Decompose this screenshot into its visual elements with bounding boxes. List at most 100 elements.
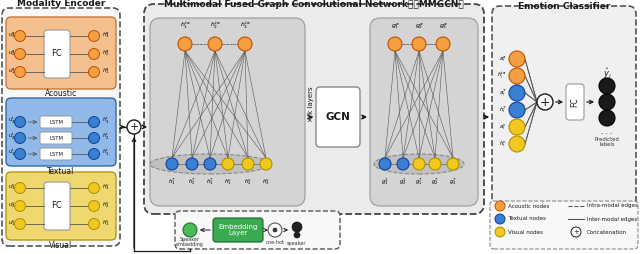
Text: Textual nodes: Textual nodes — [508, 216, 546, 221]
Circle shape — [436, 37, 450, 51]
Circle shape — [495, 201, 505, 211]
Text: $h_2^a$: $h_2^a$ — [102, 48, 110, 58]
Circle shape — [509, 136, 525, 152]
Text: $u_3^v$: $u_3^v$ — [8, 182, 16, 192]
Text: Embedding
Layer: Embedding Layer — [218, 224, 258, 236]
Text: $u_1^v$: $u_1^v$ — [8, 218, 16, 228]
Circle shape — [397, 158, 409, 170]
Circle shape — [599, 110, 615, 126]
Text: Predicted
labels: Predicted labels — [595, 137, 620, 147]
Circle shape — [412, 37, 426, 51]
FancyBboxPatch shape — [150, 18, 305, 206]
Text: $h_1^a$: $h_1^a$ — [102, 66, 110, 76]
Ellipse shape — [150, 154, 270, 174]
Text: $a_i^v$: $a_i^v$ — [499, 122, 507, 132]
Text: Visual: Visual — [49, 241, 72, 249]
Text: Acoustic: Acoustic — [45, 89, 77, 99]
Text: $h_3^a$: $h_3^a$ — [102, 30, 110, 40]
Text: +: + — [573, 229, 579, 235]
Text: $a_i^a$: $a_i^a$ — [499, 54, 507, 64]
Circle shape — [509, 68, 525, 84]
Circle shape — [15, 49, 26, 59]
Text: $h_2^t$: $h_2^t$ — [102, 132, 109, 142]
Text: Emotion Classifier: Emotion Classifier — [518, 2, 610, 11]
FancyBboxPatch shape — [144, 4, 484, 214]
FancyBboxPatch shape — [492, 6, 636, 246]
Circle shape — [15, 133, 26, 144]
Circle shape — [178, 37, 192, 51]
FancyBboxPatch shape — [40, 116, 72, 128]
Text: +: + — [129, 122, 139, 132]
Text: · · ·: · · · — [602, 131, 612, 137]
Text: $g_3^T$: $g_3^T$ — [449, 177, 457, 187]
Text: LSTM: LSTM — [49, 151, 63, 156]
Circle shape — [509, 102, 525, 118]
Text: $g_2^T$: $g_2^T$ — [431, 177, 439, 187]
Text: $g_2^1$: $g_2^1$ — [399, 177, 407, 187]
Text: $u_3^t$: $u_3^t$ — [8, 116, 16, 126]
Text: GCN: GCN — [326, 112, 351, 122]
Circle shape — [495, 227, 505, 237]
FancyBboxPatch shape — [490, 201, 638, 249]
Circle shape — [413, 158, 425, 170]
Circle shape — [204, 158, 216, 170]
Circle shape — [273, 228, 277, 232]
Circle shape — [183, 223, 197, 237]
Circle shape — [537, 94, 553, 110]
Circle shape — [242, 158, 254, 170]
Text: $u_2^v$: $u_2^v$ — [8, 200, 16, 210]
Text: Multimodal Fused Graph Convolutional Network　（MMGCN）: Multimodal Fused Graph Convolutional Net… — [164, 0, 464, 9]
Circle shape — [292, 222, 302, 232]
Circle shape — [509, 51, 525, 67]
Circle shape — [15, 218, 26, 230]
FancyBboxPatch shape — [6, 98, 116, 166]
Text: $h_2^{ta}$: $h_2^{ta}$ — [210, 21, 220, 31]
Circle shape — [260, 158, 272, 170]
FancyBboxPatch shape — [566, 84, 584, 120]
Circle shape — [379, 158, 391, 170]
Text: $g_1^a$: $g_1^a$ — [390, 21, 399, 31]
Text: $g_1^1$: $g_1^1$ — [381, 177, 389, 187]
Circle shape — [88, 149, 99, 160]
Text: $h_2^v$: $h_2^v$ — [244, 177, 252, 187]
Circle shape — [88, 30, 99, 41]
Text: $u_2^t$: $u_2^t$ — [8, 132, 15, 142]
Text: +: + — [540, 96, 550, 108]
Text: Speaker
embedding: Speaker embedding — [176, 236, 204, 247]
Ellipse shape — [374, 154, 464, 174]
Text: FC: FC — [52, 201, 62, 211]
Text: $a_i^T$: $a_i^T$ — [499, 88, 507, 98]
Circle shape — [88, 67, 99, 77]
FancyBboxPatch shape — [40, 132, 72, 144]
Text: $h_i^{ta}$: $h_i^{ta}$ — [497, 71, 507, 81]
Circle shape — [429, 158, 441, 170]
Text: $h_1^v$: $h_1^v$ — [224, 177, 232, 187]
Circle shape — [495, 214, 505, 224]
Circle shape — [127, 120, 141, 134]
Circle shape — [88, 49, 99, 59]
Text: $h_1^{ta}$: $h_1^{ta}$ — [180, 21, 190, 31]
Text: LSTM: LSTM — [49, 135, 63, 140]
Text: $\hat{y}_i$: $\hat{y}_i$ — [603, 67, 611, 81]
Text: speaker: speaker — [287, 241, 307, 246]
Text: $h_1^T$: $h_1^T$ — [168, 177, 176, 187]
Circle shape — [294, 232, 300, 238]
Text: $u_1^t$: $u_1^t$ — [8, 148, 16, 158]
Text: $g_1^T$: $g_1^T$ — [415, 177, 423, 187]
FancyBboxPatch shape — [213, 218, 263, 242]
Circle shape — [88, 183, 99, 194]
Text: $h_3^v$: $h_3^v$ — [262, 177, 270, 187]
FancyBboxPatch shape — [44, 30, 70, 78]
FancyBboxPatch shape — [40, 148, 72, 160]
Text: $h_3^v$: $h_3^v$ — [102, 182, 110, 192]
Text: one-hot: one-hot — [266, 240, 285, 245]
Text: LSTM: LSTM — [49, 119, 63, 124]
Circle shape — [88, 218, 99, 230]
Text: Inter-modal edges: Inter-modal edges — [587, 216, 637, 221]
Text: Visual nodes: Visual nodes — [508, 230, 543, 234]
Circle shape — [509, 119, 525, 135]
Circle shape — [509, 85, 525, 101]
FancyBboxPatch shape — [175, 211, 340, 249]
Circle shape — [388, 37, 402, 51]
Text: Modality Encoder: Modality Encoder — [17, 0, 105, 8]
